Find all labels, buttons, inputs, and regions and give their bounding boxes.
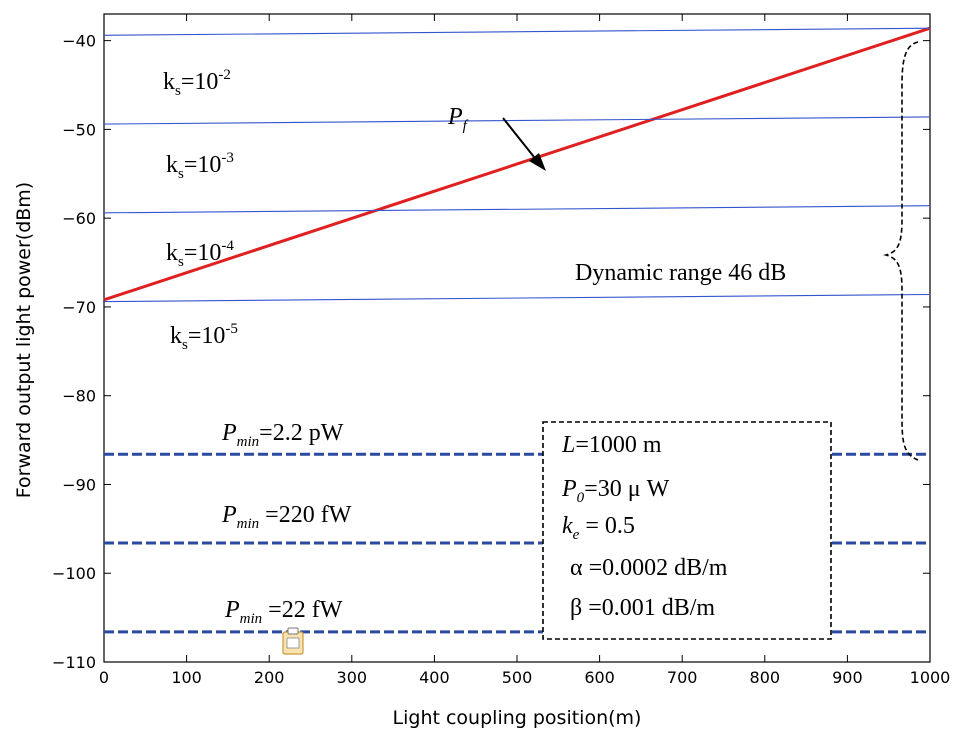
dynamic-range-brace xyxy=(882,41,919,461)
series-line-3 xyxy=(103,205,931,214)
y-tick-label: −60 xyxy=(62,209,96,228)
parameters-box-border xyxy=(542,421,832,640)
y-axis-title: Forward output light power(dBm) xyxy=(13,182,35,498)
pmin-label-3: Pmin =22 fW xyxy=(224,597,343,627)
pf-label: Pf xyxy=(447,104,469,134)
ks-label-5: ks=10-5 xyxy=(170,321,238,353)
pmin-label-2: Pmin =220 fW xyxy=(221,502,352,532)
y-tick-label: −90 xyxy=(62,475,96,494)
series-line-0 xyxy=(103,26,931,302)
param-beta: β =0.001 dB/m xyxy=(570,595,715,621)
series-line-1 xyxy=(103,27,931,36)
x-tick-label: 200 xyxy=(254,668,285,687)
param-length: L=1000 m xyxy=(561,432,662,458)
clipboard-icon[interactable] xyxy=(282,627,304,655)
ks-label-2: ks=10-2 xyxy=(163,67,231,99)
param-ke: ke = 0.5 xyxy=(562,513,635,543)
x-tick-label: 700 xyxy=(667,668,698,687)
x-tick-label: 1000 xyxy=(910,668,951,687)
y-tick-label: −110 xyxy=(52,653,96,672)
ks-label-3: ks=10-3 xyxy=(166,150,234,182)
series-line-2 xyxy=(103,116,931,125)
parameters-box: L=1000 m P0=30 μ W ke = 0.5 α =0.0002 dB… xyxy=(542,421,832,640)
y-tick-label: −40 xyxy=(62,32,96,51)
y-tick-label: −50 xyxy=(62,120,96,139)
x-tick-label: 300 xyxy=(337,668,368,687)
x-tick-label: 100 xyxy=(171,668,202,687)
dynamic-range-label: Dynamic range 46 dB xyxy=(575,260,786,286)
pf-arrowhead xyxy=(529,153,546,171)
param-power: P0=30 μ W xyxy=(561,476,670,506)
y-tick-label: −100 xyxy=(52,564,96,583)
param-alpha: α =0.0002 dB/m xyxy=(570,555,728,581)
x-tick-label: 0 xyxy=(99,668,109,687)
y-tick-label: −80 xyxy=(62,387,96,406)
axes: 0 100 200 300 400 500 600 700 800 900 1000 −110 −100… xyxy=(52,13,951,687)
ks-label-4: ks=10-4 xyxy=(166,238,234,270)
x-tick-label: 400 xyxy=(419,668,450,687)
x-tick-label: 900 xyxy=(832,668,863,687)
pmin-label-1: Pmin=2.2 pW xyxy=(221,420,344,450)
pf-arrow xyxy=(502,117,539,163)
x-tick-label: 800 xyxy=(750,668,781,687)
x-tick-label: 600 xyxy=(584,668,615,687)
y-tick-label: −70 xyxy=(62,298,96,317)
series-line-4 xyxy=(103,293,931,303)
x-tick-label: 500 xyxy=(502,668,533,687)
x-axis-title: Light coupling position(m) xyxy=(393,707,642,729)
